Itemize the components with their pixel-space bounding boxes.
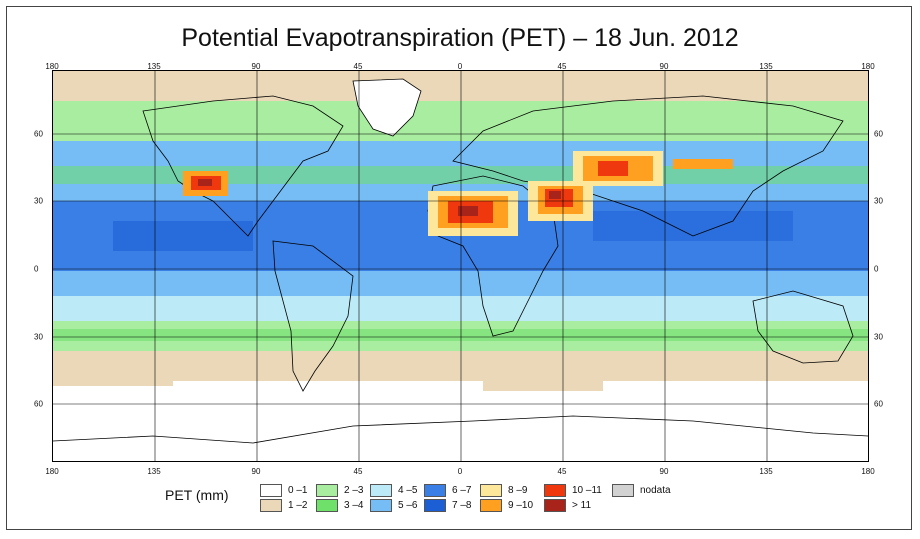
lon-tick-bottom: 45 bbox=[557, 467, 567, 476]
band-south-white bbox=[53, 381, 868, 461]
lat-tick-left: 0 bbox=[34, 264, 39, 274]
band-south-tan bbox=[53, 351, 868, 381]
legend-item-label: 7 –8 bbox=[452, 500, 472, 511]
legend-swatch bbox=[260, 484, 282, 497]
legend-swatch bbox=[544, 484, 566, 497]
band-north-polar bbox=[53, 71, 868, 101]
legend-swatch bbox=[612, 484, 634, 497]
lon-tick-bottom: 0 bbox=[457, 467, 463, 476]
lat-tick-left: 60 bbox=[34, 399, 43, 409]
lon-tick-top: 90 bbox=[251, 62, 261, 71]
lon-tick-bottom: 45 bbox=[353, 467, 363, 476]
legend-swatch bbox=[316, 484, 338, 497]
hotspot-central-asia bbox=[573, 151, 663, 186]
legend-swatch bbox=[370, 484, 392, 497]
lon-tick-bottom: 90 bbox=[251, 467, 261, 476]
lon-tick-bottom: 180 bbox=[45, 467, 59, 476]
graticule bbox=[53, 71, 868, 461]
legend-item-label: 3 –4 bbox=[344, 500, 364, 511]
legend-item-label: 6 –7 bbox=[452, 485, 472, 496]
legend-item-label: nodata bbox=[640, 485, 671, 496]
legend-item-label: 2 –3 bbox=[344, 485, 364, 496]
lat-tick-left: 60 bbox=[34, 129, 43, 139]
band-north-high bbox=[53, 101, 868, 141]
hotspot-sahara bbox=[428, 191, 518, 236]
legend-swatch bbox=[480, 484, 502, 497]
lon-tick-bottom: 90 bbox=[659, 467, 669, 476]
legend-swatch bbox=[316, 499, 338, 512]
legend-swatch bbox=[480, 499, 502, 512]
hotspot-mongolia bbox=[673, 159, 733, 169]
lon-tick-top: 180 bbox=[45, 62, 59, 71]
lon-tick-top: 90 bbox=[659, 62, 669, 71]
figure-frame bbox=[6, 6, 912, 530]
south-america-outline bbox=[272, 240, 354, 392]
lon-tick-top: 45 bbox=[353, 62, 363, 71]
lat-tick-right: 30 bbox=[874, 332, 883, 342]
legend-item-label: 9 –10 bbox=[508, 500, 534, 511]
legend-item-label: 5 –6 bbox=[398, 500, 418, 511]
legend-swatch bbox=[424, 499, 446, 512]
legend-swatch bbox=[424, 484, 446, 497]
lat-tick-right: 30 bbox=[874, 196, 883, 206]
pet-map bbox=[52, 70, 869, 462]
lon-tick-top: 45 bbox=[557, 62, 567, 71]
lat-tick-left: 30 bbox=[34, 332, 43, 342]
lon-tick-top: 0 bbox=[457, 62, 463, 71]
lon-tick-bottom: 135 bbox=[759, 467, 773, 476]
lon-tick-bottom: 135 bbox=[147, 467, 161, 476]
legend-item-label: > 11 bbox=[572, 500, 591, 511]
legend-item-label: 1 –2 bbox=[288, 500, 308, 511]
legend-swatch bbox=[544, 499, 566, 512]
legend-item-label: 0 –1 bbox=[288, 485, 308, 496]
map-title: Potential Evapotranspiration (PET) – 18 … bbox=[181, 24, 739, 52]
lon-tick-bottom: 180 bbox=[861, 467, 875, 476]
lon-tick-top: 135 bbox=[759, 62, 773, 71]
lat-tick-right: 60 bbox=[874, 399, 883, 409]
band-equator bbox=[53, 271, 868, 296]
lon-tick-top: 180 bbox=[861, 62, 875, 71]
legend-swatch bbox=[260, 499, 282, 512]
legend-item-label: 10 –11 bbox=[572, 485, 602, 496]
lat-tick-left: 30 bbox=[34, 196, 43, 206]
lat-tick-right: 60 bbox=[874, 129, 883, 139]
map-canvas bbox=[53, 71, 868, 461]
band-south-light bbox=[53, 296, 868, 321]
legend-swatch bbox=[370, 499, 392, 512]
legend-item-label: 8 –9 bbox=[508, 485, 528, 496]
north-america-outline bbox=[142, 95, 344, 237]
greenland-landmass bbox=[352, 78, 422, 137]
antarctica-outline bbox=[53, 415, 868, 444]
legend-item-label: 4 –5 bbox=[398, 485, 418, 496]
legend-title: PET (mm) bbox=[165, 487, 229, 503]
lat-tick-right: 0 bbox=[874, 264, 879, 274]
australia-outline bbox=[752, 290, 854, 364]
lon-tick-top: 135 bbox=[147, 62, 161, 71]
hotspot-southwest-us bbox=[183, 171, 228, 196]
